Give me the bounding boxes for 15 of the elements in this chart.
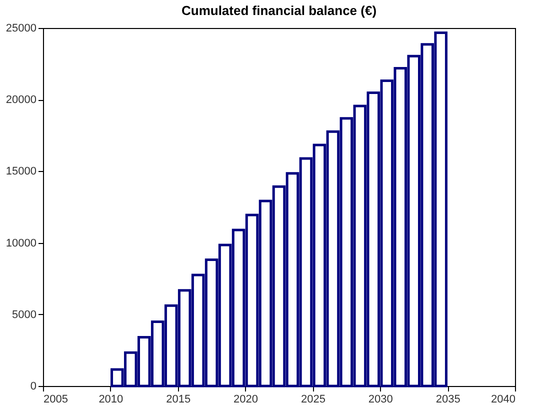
x-tick-label: 2030: [368, 394, 393, 406]
x-tick-label: 2020: [234, 394, 258, 406]
x-tick-label: 2010: [98, 394, 124, 406]
chart-title: Cumulated financial balance (€): [181, 3, 377, 18]
x-tick-label: 2025: [300, 394, 326, 406]
y-tick-label: 5000: [12, 308, 36, 321]
y-tick-label: 20000: [6, 94, 36, 106]
y-tick-label: 25000: [6, 22, 36, 34]
y-tick-label: 10000: [6, 237, 36, 250]
x-tick-label: 2040: [491, 394, 516, 406]
x-tick-label: 2005: [44, 394, 68, 406]
y-tick-label: 0: [30, 380, 36, 392]
x-tick-label: 2035: [436, 394, 460, 406]
y-tick-label: 15000: [6, 166, 36, 178]
x-tick-label: 2015: [166, 394, 191, 406]
